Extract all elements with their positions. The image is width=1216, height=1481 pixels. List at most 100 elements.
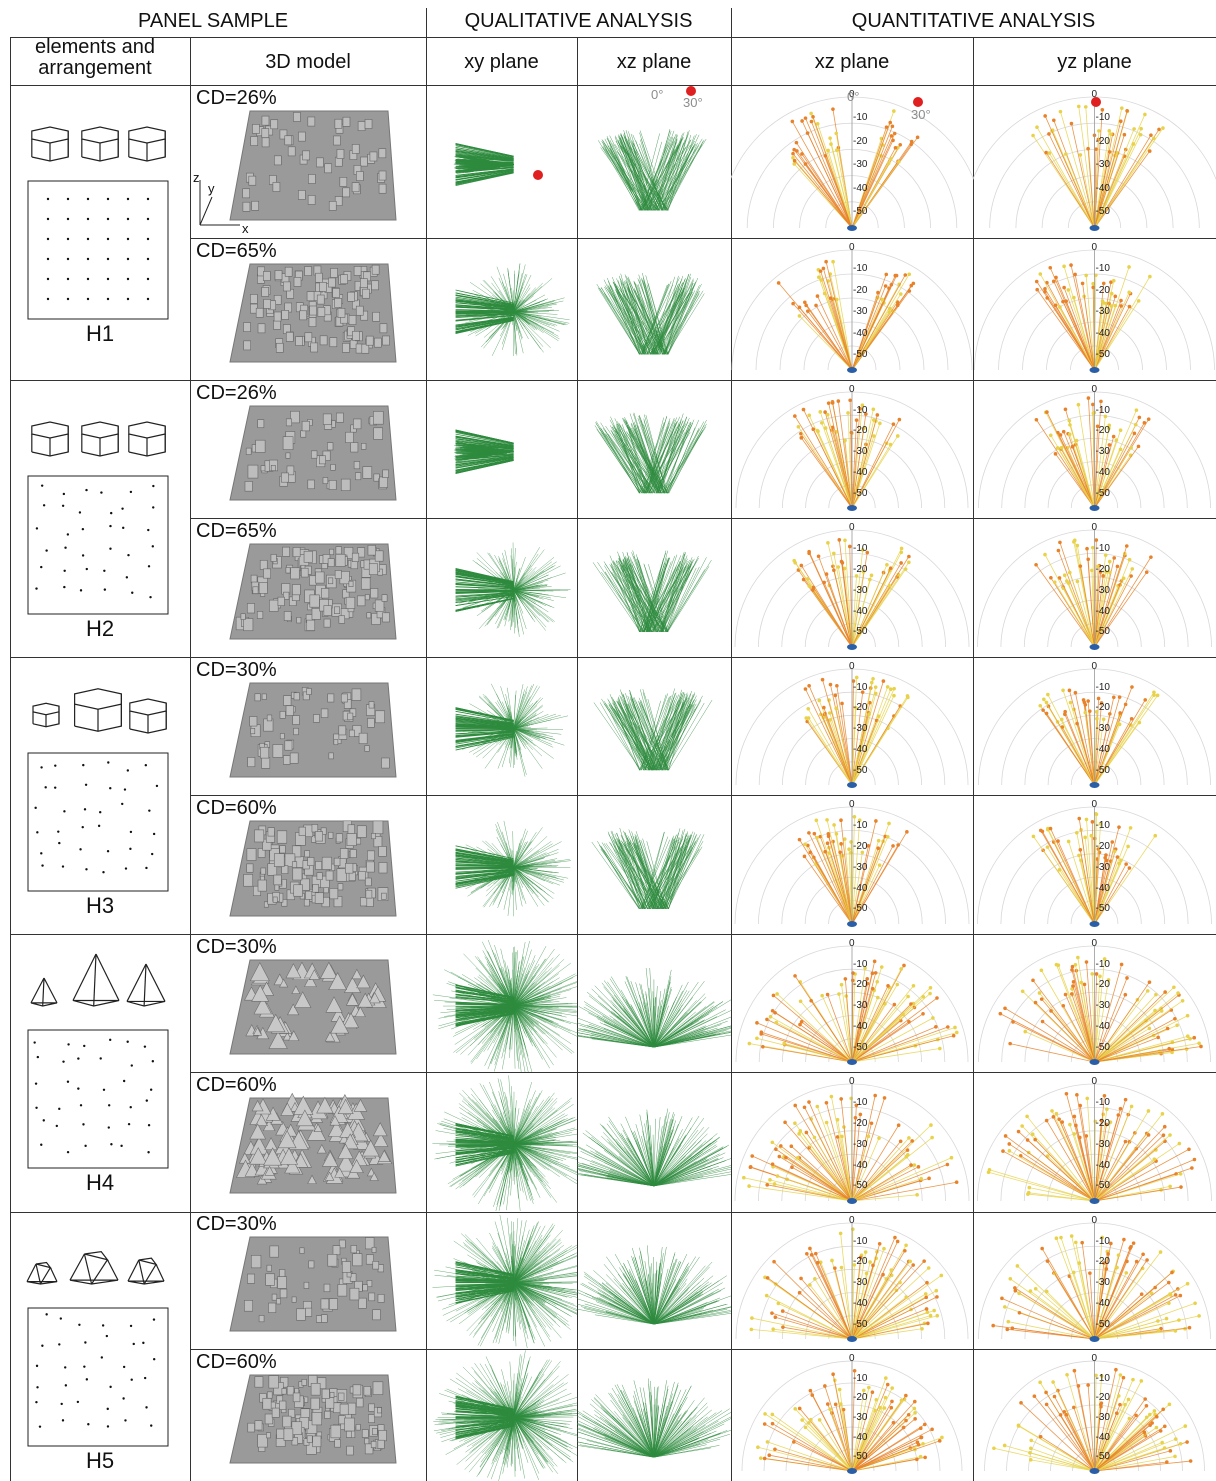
element-shape bbox=[81, 421, 119, 457]
xz-polar-plot bbox=[731, 249, 973, 373]
polar-tick-label: -20 bbox=[1095, 840, 1110, 852]
polar-chart bbox=[735, 668, 969, 788]
xz-qual-cell bbox=[577, 238, 731, 380]
xy-ray-field bbox=[453, 143, 514, 186]
xy-ray-field bbox=[433, 1350, 577, 1481]
hline-row bbox=[190, 1349, 1216, 1350]
coverage-density-label: CD=30% bbox=[196, 659, 277, 681]
xz-ray-field bbox=[591, 827, 705, 910]
polar-tick-label: -10 bbox=[853, 1372, 868, 1384]
group-label: H3 bbox=[85, 893, 115, 918]
polar-tick-label: -40 bbox=[1095, 882, 1110, 894]
polar-tick-label: -30 bbox=[1095, 861, 1110, 873]
polar-tick-label: -20 bbox=[853, 840, 868, 852]
model-cell-h4-1: CD=30% bbox=[190, 934, 426, 1072]
hline-group bbox=[10, 657, 1216, 658]
polar-chart bbox=[978, 1222, 1211, 1342]
panel-sample-cell-h2: H2 bbox=[10, 380, 190, 657]
header-xz-plane-qual: xz plane bbox=[616, 51, 692, 73]
xy-cell bbox=[426, 934, 577, 1072]
polar-tick-label: -50 bbox=[1095, 764, 1110, 776]
polar-tick-label: -10 bbox=[1095, 1096, 1110, 1108]
xy-plane-plot bbox=[455, 820, 572, 917]
xy-cell bbox=[426, 1349, 577, 1481]
polar-tick-label: -40 bbox=[853, 605, 868, 617]
angle-mark-zero: 0° bbox=[847, 89, 860, 104]
model-elements bbox=[244, 1237, 385, 1323]
polar-tick-label: -10 bbox=[853, 404, 868, 416]
polar-tick-label: -40 bbox=[853, 327, 868, 339]
axis-label-y: y bbox=[208, 181, 215, 196]
xz-polar-cell: 0 -10 -20 -30 -40 -50 bbox=[731, 518, 973, 657]
header-panel-sample: PANEL SAMPLE bbox=[137, 10, 289, 32]
header-elements: elements and arrangement bbox=[34, 36, 156, 79]
polar-tick-label: -20 bbox=[853, 1392, 868, 1404]
xz-qual-cell bbox=[577, 795, 731, 934]
xz-qual-cell: 0° 30° bbox=[577, 85, 731, 238]
xz-qual-cell bbox=[577, 1211, 731, 1349]
polar-tick-label: -30 bbox=[1095, 1000, 1110, 1012]
model-3d bbox=[229, 1236, 397, 1332]
xy-plane-plot bbox=[432, 939, 577, 1072]
polar-tick-label: -10 bbox=[1095, 958, 1110, 970]
polar-tick-label: -30 bbox=[1095, 446, 1110, 458]
model-3d bbox=[229, 110, 397, 221]
polar-tick-label: -50 bbox=[853, 487, 868, 499]
xz-polar-plot bbox=[734, 529, 970, 650]
xz-ray-field bbox=[577, 1108, 731, 1187]
xz-polar-cell: 0 -10 -20 -30 -40 -50 bbox=[731, 238, 973, 380]
xz-ray-field bbox=[596, 272, 705, 355]
yz-polar-plot bbox=[978, 1222, 1211, 1342]
yz-polar-plot bbox=[973, 96, 1216, 231]
coverage-density-label: CD=30% bbox=[196, 1213, 277, 1235]
element-shape bbox=[81, 126, 119, 162]
yz-polar-cell: 0 -10 -20 -30 -40 -50 bbox=[973, 380, 1216, 518]
xy-cell bbox=[426, 85, 577, 238]
polar-tick-label: -40 bbox=[1095, 182, 1110, 194]
element-shape bbox=[129, 698, 167, 734]
polar-tick-label: -20 bbox=[1095, 135, 1110, 147]
polar-tick-label: -40 bbox=[853, 466, 868, 478]
xy-cell bbox=[426, 657, 577, 795]
element-shape bbox=[31, 421, 69, 457]
model-cell-h2-2: CD=65% bbox=[190, 518, 426, 657]
element-shape bbox=[126, 963, 166, 1007]
arrangement-square bbox=[27, 180, 169, 320]
element-shape bbox=[127, 1257, 165, 1285]
model-cell-h1-2: CD=65% bbox=[190, 238, 426, 380]
polar-tick-label: -20 bbox=[853, 563, 868, 575]
polar-tick-label: -30 bbox=[1095, 1277, 1110, 1289]
xy-plane-plot bbox=[455, 263, 570, 357]
header-xy-plane: xy plane bbox=[464, 51, 539, 73]
polar-tick-label: -20 bbox=[853, 1117, 868, 1129]
xz-polar-cell: 0 -10 -20 -30 -40 -50 bbox=[731, 1072, 973, 1211]
model-elements bbox=[244, 961, 387, 1049]
yz-polar-cell: 0 -10 -20 -30 -40 -50 bbox=[973, 934, 1216, 1072]
panel-sample-drawing bbox=[27, 421, 169, 615]
xy-ray-field bbox=[455, 542, 571, 637]
polar-tick-label: -50 bbox=[1095, 626, 1110, 638]
panel-sample-drawing bbox=[27, 126, 169, 320]
polar-tick-label: -20 bbox=[1095, 425, 1110, 437]
xy-ray-field bbox=[455, 683, 569, 777]
polar-tick-label: -50 bbox=[1095, 1180, 1110, 1192]
arrangement-square bbox=[27, 1307, 169, 1447]
vline-col bbox=[10, 37, 11, 1481]
polar-chart bbox=[984, 1360, 1205, 1474]
polar-tick-label: -30 bbox=[853, 1138, 868, 1150]
header-3d-model: 3D model bbox=[265, 51, 351, 73]
xy-ray-field bbox=[455, 820, 572, 917]
coverage-density-label: CD=60% bbox=[196, 797, 277, 819]
polar-tick-label: 0 bbox=[849, 799, 855, 810]
polar-tick-label: -50 bbox=[853, 903, 868, 915]
polar-tick-label: -40 bbox=[853, 182, 868, 194]
hline-row bbox=[190, 518, 1216, 519]
yz-polar-plot bbox=[978, 391, 1211, 511]
xy-plane-plot bbox=[432, 1075, 577, 1211]
yz-polar-plot bbox=[977, 806, 1212, 927]
model-base bbox=[229, 682, 397, 778]
polar-tick-label: -20 bbox=[853, 135, 868, 147]
polar-tick-label: 0 bbox=[849, 242, 855, 253]
xz-ray-field bbox=[577, 967, 731, 1048]
xz-polar-cell: 0 -10 -20 -30 -40 -50 bbox=[731, 657, 973, 795]
